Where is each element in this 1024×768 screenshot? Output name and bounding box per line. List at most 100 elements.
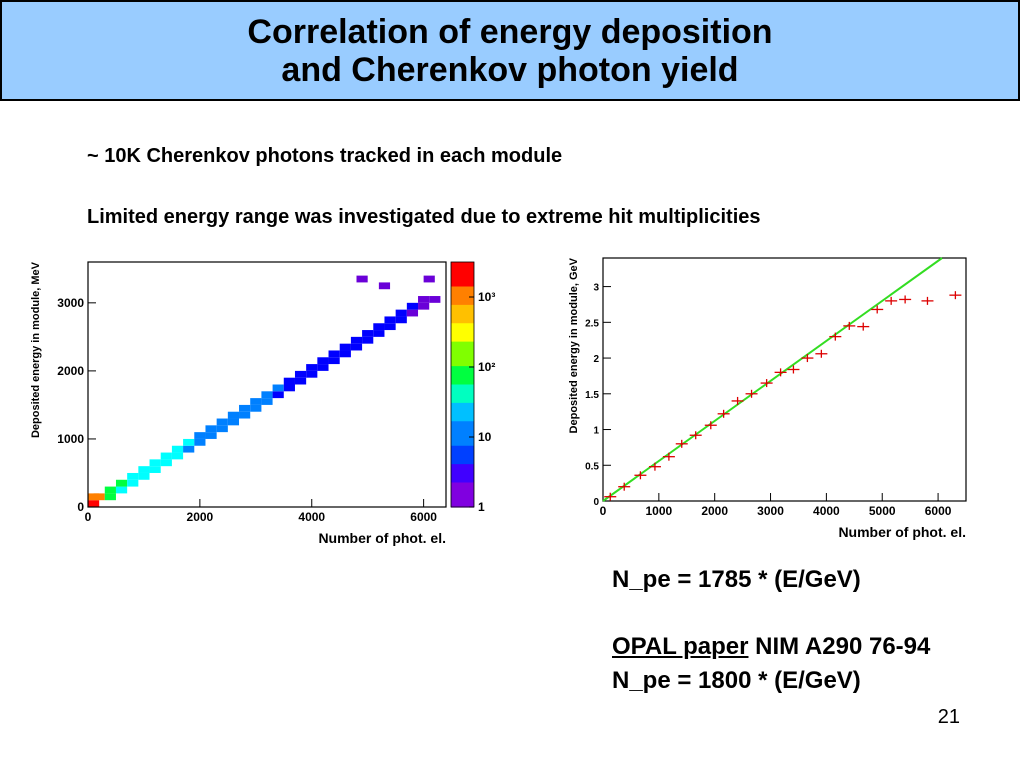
colorbar-segment [451,286,474,294]
fit-x-tick-label: 2000 [701,504,728,518]
fit-y-label: Deposited energy in module, GeV [568,257,580,433]
heatmap-cell [115,479,128,487]
heatmap-x-ticks: 0 2000 4000 6000 [85,499,437,524]
heatmap-y-tick-label: 2000 [57,364,84,378]
heatmap-cell [194,438,206,446]
heatmap-x-tick-label: 4000 [298,510,325,524]
formula-1800: N_pe = 1800 * (E/GeV) [612,667,861,694]
heatmap-colorbar [450,261,475,508]
colorbar-segment [451,298,474,306]
colorbar-segment [451,372,474,379]
colorbar-frame [450,261,475,508]
heatmap-cell [239,411,251,419]
heatmap-cell [362,330,374,337]
fit-data-point [662,452,675,461]
heatmap-cell [138,466,150,473]
heatmap-cell [138,472,150,480]
heatmap-cell [294,377,307,385]
colorbar-segment [451,451,474,459]
heatmap-cell [328,357,340,365]
heatmap-cell [160,459,172,467]
fit-data-point [745,389,758,398]
fit-y-tick-label: 2.5 [585,318,599,329]
fit-data-point [885,296,898,305]
fit-x-tick-label: 6000 [925,504,952,518]
slide-title-line-1: Correlation of energy deposition [247,12,773,51]
heatmap-cell [294,370,307,378]
heatmap-cell [423,275,435,283]
heatmap-cell [283,377,295,385]
heatmap-cell [227,418,240,426]
fit-y-tick-label: 3 [593,283,599,294]
fit-x-ticks: 0 1000 2000 3000 4000 5000 6000 [600,493,952,518]
fit-data-point [871,305,884,314]
colorbar-segment [451,292,474,300]
heatmap-cell [272,391,284,399]
heatmap-cell [317,364,329,371]
colorbar-segment [451,329,474,337]
fit-data-point [921,296,934,305]
heatmap-y-ticks: 0 1000 2000 3000 [57,296,96,514]
reference-citation: NIM A290 76-94 [755,633,931,660]
fit-data-point [634,471,647,480]
heatmap-plot: 0 2000 4000 6000 0 1000 2000 3000 1 10 10² 10³ Nu… [30,261,495,546]
fit-y-tick-label: 0 [593,497,599,508]
heatmap-x-label: Number of phot. el. [318,530,446,546]
fit-data-point [704,421,717,430]
fit-x-tick-label: 0 [600,504,607,518]
heatmap-cell [373,330,385,337]
colorbar-segment [451,488,474,496]
heatmap-cell [328,350,340,358]
heatmap-cell [149,466,161,473]
fit-line [602,257,943,502]
fit-y-ticks: 0 0.5 1 1.5 2 2.5 3 [585,283,611,508]
colorbar-segment [451,500,474,508]
colorbar-segment [451,280,474,288]
colorbar-segment [451,427,474,435]
colorbar-segment [451,353,474,361]
heatmap-cell [93,493,105,501]
colorbar-segment [451,494,474,502]
colorbar-segment [451,304,474,312]
heatmap-cell [149,459,161,467]
heatmap-y-tick-label: 3000 [57,296,84,310]
fit-x-tick-label: 5000 [869,504,896,518]
heatmap-cell [317,357,329,365]
bullet-energy-range: Limited energy range was investigated du… [87,206,761,228]
colorbar-segment [451,464,474,471]
heatmap-cell [429,296,441,303]
colorbar-segment [451,458,474,465]
heatmap-x-tick-label: 6000 [410,510,437,524]
colorbar-segment [451,274,474,281]
heatmap-y-tick-label: 1000 [57,432,84,446]
heatmap-z-ticks: 1 10 10² 10³ [469,290,495,514]
fit-data-point [604,492,617,501]
slide-title-line-2: and Cherenkov photon yield [281,50,739,89]
opal-paper-link[interactable]: OPAL paper [612,633,749,660]
heatmap-cell [183,445,195,453]
colorbar-segment [451,311,474,318]
colorbar-segment [451,378,474,386]
heatmap-cell [88,500,100,507]
title-banner: Correlation of energy deposition and Che… [0,0,1020,101]
heatmap-cell [406,302,419,310]
fit-y-tick-label: 1.5 [585,390,599,401]
fit-y-tick-label: 0.5 [585,461,599,472]
colorbar-segment [451,445,474,453]
heatmap-cell [418,302,430,310]
colorbar-segment [451,360,474,367]
heatmap-cell [104,493,116,501]
colorbar-segment [451,366,474,373]
heatmap-cell [250,404,262,412]
heatmap-cell [356,275,368,283]
colorbar-segment [451,439,474,447]
heatmap-cell [272,384,284,392]
fit-data-point [801,354,814,363]
heatmap-cell [395,316,407,324]
heatmap-cell [115,486,128,494]
colorbar-segment [451,470,474,477]
colorbar-tick-label: 1 [478,500,485,514]
heatmap-cell [227,411,240,419]
colorbar-segment [451,396,474,404]
bullet-photons-tracked: ~ 10K Cherenkov photons tracked in each … [87,145,563,167]
